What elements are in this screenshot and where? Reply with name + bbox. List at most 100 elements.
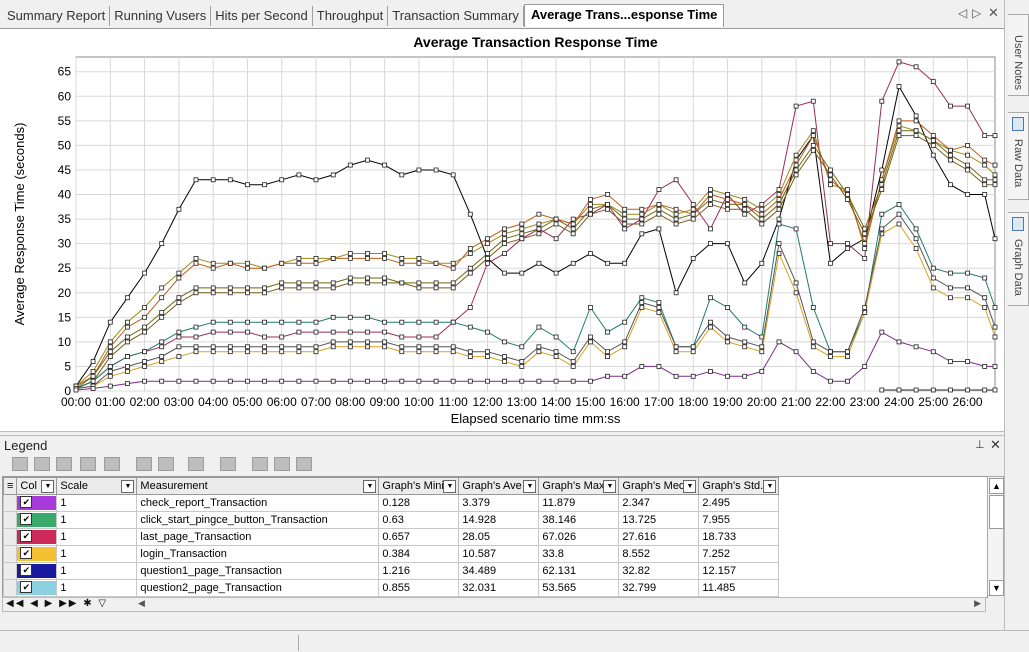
column-dropdown-icon[interactable]: ▼ bbox=[41, 480, 55, 493]
color-cell[interactable]: ✔ bbox=[16, 528, 58, 546]
scroll-down-icon[interactable]: ▼ bbox=[989, 580, 1004, 596]
row-selector[interactable] bbox=[3, 494, 18, 512]
data-point bbox=[639, 221, 645, 227]
data-point bbox=[930, 133, 936, 138]
pin-icon[interactable]: ⊥ bbox=[975, 439, 985, 451]
columns-icon[interactable] bbox=[220, 457, 236, 471]
data-point bbox=[965, 387, 970, 393]
column-header[interactable]: Scale ▼ bbox=[56, 477, 138, 495]
navigator-buttons-icon[interactable]: ◀◀ ◀ ▶ ▶▶ ✱ ▽ bbox=[6, 598, 109, 609]
data-point bbox=[965, 192, 970, 197]
export-icon[interactable] bbox=[252, 457, 268, 471]
side-tab-user-notes[interactable]: User Notes bbox=[1008, 14, 1029, 96]
visibility-checkbox[interactable]: ✔ bbox=[20, 513, 33, 525]
column-dropdown-icon[interactable]: ▼ bbox=[443, 480, 457, 493]
data-point bbox=[708, 192, 713, 197]
data-point bbox=[553, 221, 559, 227]
group-icon[interactable] bbox=[188, 457, 204, 471]
data-point bbox=[347, 339, 353, 345]
visibility-checkbox[interactable]: ✔ bbox=[20, 564, 33, 576]
tab-summary-report[interactable]: Summary Report bbox=[3, 6, 111, 26]
column-header[interactable]: Graph's Std. ▼ bbox=[698, 477, 780, 495]
show-all-icon[interactable] bbox=[12, 457, 28, 471]
table-row[interactable]: ✔ 1 question1_page_Transaction 1.216 34.489 6… bbox=[3, 562, 780, 580]
close-legend-icon[interactable]: ✕ bbox=[990, 437, 1001, 452]
hscroll-right-icon[interactable]: ▶ bbox=[974, 598, 981, 608]
data-point bbox=[519, 359, 525, 364]
column-dropdown-icon[interactable]: ▼ bbox=[603, 480, 617, 493]
table-row[interactable]: ✔ 1 question2_page_Transaction 0.855 32.031 5… bbox=[3, 579, 780, 597]
data-point bbox=[639, 206, 645, 212]
data-point bbox=[656, 305, 662, 310]
row-selector[interactable] bbox=[3, 545, 18, 563]
data-point bbox=[107, 344, 113, 350]
tab-scroll-right-icon[interactable]: ▷ bbox=[972, 6, 982, 20]
data-point bbox=[776, 216, 782, 222]
color-cell[interactable]: ✔ bbox=[16, 494, 58, 512]
column-header[interactable]: Graph's Max ▼ bbox=[538, 477, 620, 495]
tab-scroll-left-icon[interactable]: ◁ bbox=[958, 6, 968, 20]
show-selected-icon[interactable] bbox=[56, 457, 72, 471]
data-point bbox=[210, 260, 216, 266]
row-selector[interactable] bbox=[3, 528, 18, 546]
row-header-corner[interactable]: ≡ bbox=[3, 477, 18, 495]
column-header[interactable]: Graph's Ave ▼ bbox=[458, 477, 540, 495]
data-point bbox=[347, 378, 353, 384]
y-tick-label: 60 bbox=[58, 89, 72, 103]
table-row[interactable]: ✔ 1 click_start_pingce_button_Transaction 0… bbox=[3, 511, 780, 529]
scroll-thumb[interactable] bbox=[989, 495, 1004, 529]
data-point bbox=[142, 349, 148, 355]
color-cell[interactable]: ✔ bbox=[16, 579, 58, 597]
table-row[interactable]: ✔ 1 last_page_Transaction 0.657 28.05 67.026 2… bbox=[3, 528, 780, 546]
color-cell[interactable]: ✔ bbox=[16, 511, 58, 529]
color-cell[interactable]: ✔ bbox=[16, 545, 58, 563]
data-point bbox=[399, 334, 405, 340]
column-dropdown-icon[interactable]: ▼ bbox=[763, 480, 777, 493]
table-row[interactable]: ✔ 1 login_Transaction 0.384 10.587 33.8 8.552 7… bbox=[3, 545, 780, 563]
scroll-up-icon[interactable]: ▲ bbox=[989, 478, 1004, 494]
tab-throughput[interactable]: Throughput bbox=[313, 6, 389, 26]
tab-average-trans-esponse-time[interactable]: Average Trans...esponse Time bbox=[523, 4, 725, 27]
column-dropdown-icon[interactable]: ▼ bbox=[683, 480, 697, 493]
hide-all-icon[interactable] bbox=[34, 457, 50, 471]
data-point bbox=[570, 359, 576, 364]
column-header[interactable]: Graph's Med ▼ bbox=[618, 477, 700, 495]
data-point bbox=[896, 221, 902, 227]
data-point bbox=[673, 177, 679, 183]
data-point bbox=[433, 349, 439, 355]
data-point bbox=[245, 344, 250, 350]
save-icon[interactable] bbox=[296, 457, 312, 471]
visibility-checkbox[interactable]: ✔ bbox=[20, 496, 33, 508]
row-selector[interactable] bbox=[3, 579, 18, 597]
graph-tab-bar: Summary Report Running Vusers Hits per Sec… bbox=[0, 0, 1004, 28]
column-header[interactable]: Col ▼ bbox=[16, 477, 58, 495]
hscroll-left-icon[interactable]: ◀ bbox=[138, 598, 145, 608]
column-dropdown-icon[interactable]: ▼ bbox=[363, 480, 377, 493]
visibility-checkbox[interactable]: ✔ bbox=[20, 530, 33, 542]
data-point bbox=[982, 177, 988, 183]
filter-icon[interactable] bbox=[104, 457, 120, 471]
row-selector[interactable] bbox=[3, 562, 18, 580]
side-tab-graph-data[interactable]: Graph Data bbox=[1008, 212, 1029, 306]
legend-vertical-scrollbar[interactable]: ▲ ▼ bbox=[987, 476, 1004, 596]
column-dropdown-icon[interactable]: ▼ bbox=[523, 480, 537, 493]
tab-transaction-summary[interactable]: Transaction Summary bbox=[388, 6, 524, 26]
tab-hits-per-second[interactable]: Hits per Second bbox=[211, 6, 313, 26]
row-selector[interactable] bbox=[3, 511, 18, 529]
sort-asc-icon[interactable] bbox=[136, 457, 152, 471]
close-tab-icon[interactable]: ✕ bbox=[988, 5, 999, 20]
visibility-checkbox[interactable]: ✔ bbox=[20, 581, 33, 593]
data-point bbox=[913, 226, 919, 232]
column-dropdown-icon[interactable]: ▼ bbox=[121, 480, 135, 493]
print-icon[interactable] bbox=[274, 457, 290, 471]
column-header[interactable]: Graph's Mini ▼ bbox=[378, 477, 460, 495]
data-point bbox=[467, 354, 473, 360]
color-cell[interactable]: ✔ bbox=[16, 562, 58, 580]
table-row[interactable]: ✔ 1 check_report_Transaction 0.128 3.379 11.8… bbox=[3, 494, 780, 512]
column-header[interactable]: Measurement ▼ bbox=[136, 477, 380, 495]
visibility-checkbox[interactable]: ✔ bbox=[20, 547, 33, 559]
side-tab-raw-data[interactable]: Raw Data bbox=[1008, 112, 1029, 200]
sort-desc-icon[interactable] bbox=[158, 457, 174, 471]
configure-icon[interactable] bbox=[80, 457, 96, 471]
tab-running-vusers[interactable]: Running Vusers bbox=[110, 6, 212, 26]
